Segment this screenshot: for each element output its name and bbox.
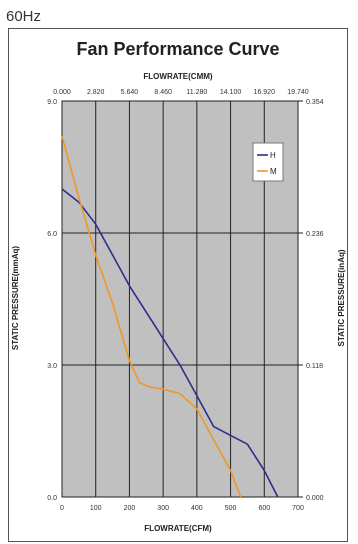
x-tick-label: 0 bbox=[60, 505, 64, 512]
legend-box bbox=[252, 142, 284, 182]
chart-title: Fan Performance Curve bbox=[76, 39, 279, 59]
y2-tick-label: 0.118 bbox=[306, 363, 323, 370]
chart-frame bbox=[8, 28, 348, 542]
x2-tick-label: 14.100 bbox=[220, 89, 242, 96]
y-tick-label: 9.0 bbox=[47, 99, 57, 106]
x2-axis-title: FLOWRATE(CMM) bbox=[143, 72, 213, 81]
y-tick-label: 0.0 bbox=[47, 495, 57, 502]
x-axis-title: FLOWRATE(CFM) bbox=[144, 524, 212, 533]
y-tick-label: 6.0 bbox=[47, 231, 57, 238]
y2-tick-label: 0.354 bbox=[306, 99, 324, 106]
plot-border bbox=[61, 100, 299, 498]
y-tick-label: 3.0 bbox=[47, 363, 57, 370]
x2-tick-label: 0.000 bbox=[53, 89, 71, 96]
x2-tick-label: 11.280 bbox=[186, 89, 207, 96]
x-tick-label: 100 bbox=[90, 505, 102, 512]
x-tick-label: 300 bbox=[157, 505, 169, 512]
y2-axis-title: STATIC PRESSURE(inAq) bbox=[337, 249, 346, 346]
plot-area: 0 0.000 100 2.820 200 5.640 300 8.460 400 11.280 5… bbox=[47, 89, 323, 512]
x-tick-label: 400 bbox=[191, 505, 203, 512]
y-axis-title: STATIC PRESSURE(mmAq) bbox=[11, 246, 20, 350]
x-tick-label: 600 bbox=[258, 505, 270, 512]
y2-tick-label: 0.000 bbox=[306, 495, 324, 502]
legend-label-m: M bbox=[270, 167, 277, 176]
x2-tick-label: 16.920 bbox=[254, 89, 276, 96]
series-line-h bbox=[61, 188, 279, 498]
y2-tick-label: 0.236 bbox=[306, 231, 324, 238]
x2-tick-label: 8.460 bbox=[154, 89, 172, 96]
x2-tick-label: 5.640 bbox=[121, 89, 139, 96]
x-tick-label: 500 bbox=[225, 505, 237, 512]
series-line-m bbox=[61, 135, 242, 498]
x2-tick-label: 19.740 bbox=[287, 89, 309, 96]
x-tick-label: 700 bbox=[292, 505, 304, 512]
x2-tick-label: 2.820 bbox=[87, 89, 105, 96]
x-tick-label: 200 bbox=[124, 505, 136, 512]
frequency-label: 60Hz bbox=[6, 8, 42, 25]
legend-label-h: H bbox=[270, 151, 276, 160]
